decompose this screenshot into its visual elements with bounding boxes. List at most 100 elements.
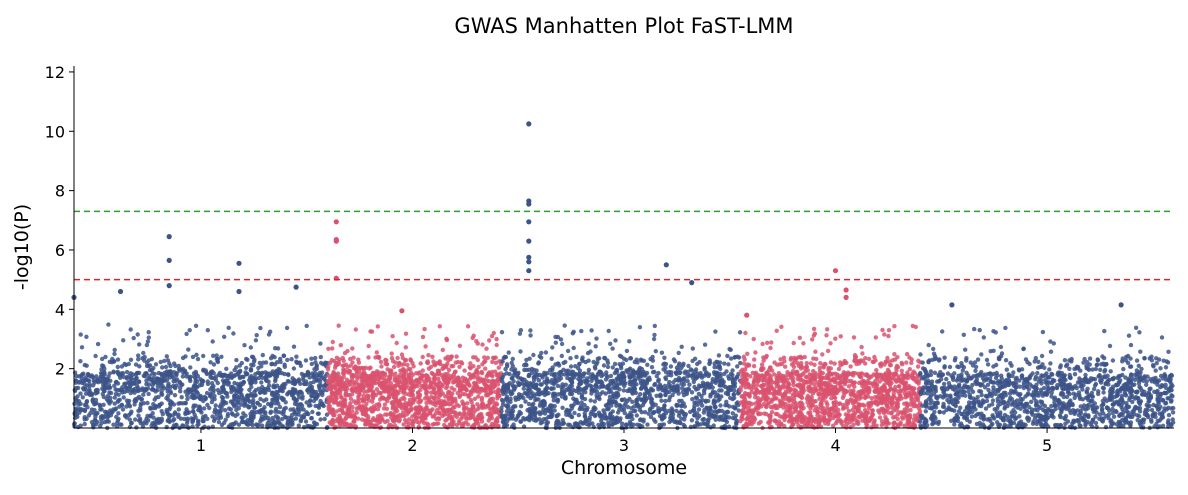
snp-point bbox=[690, 397, 695, 402]
snp-point bbox=[656, 384, 661, 390]
snp-point bbox=[92, 380, 97, 385]
snp-point bbox=[308, 398, 313, 403]
snp-point bbox=[436, 370, 441, 375]
snp-point bbox=[274, 368, 279, 374]
snp-point bbox=[106, 385, 112, 390]
snp-point bbox=[490, 359, 495, 365]
snp-point bbox=[576, 412, 581, 418]
snp-point bbox=[879, 419, 885, 424]
snp-point bbox=[276, 419, 281, 425]
snp-point bbox=[436, 376, 441, 381]
snp-point bbox=[389, 351, 394, 356]
snp-point bbox=[456, 380, 461, 385]
snp-point bbox=[656, 370, 661, 376]
snp-point bbox=[779, 324, 784, 329]
snp-point bbox=[588, 412, 593, 417]
snp-point bbox=[279, 416, 285, 422]
snp-point bbox=[905, 370, 910, 375]
snp-point bbox=[351, 366, 357, 371]
snp-point bbox=[335, 416, 340, 422]
snp-point bbox=[648, 414, 654, 420]
snp-point bbox=[664, 390, 670, 395]
snp-point bbox=[820, 352, 825, 357]
snp-point bbox=[410, 383, 415, 389]
snp-point bbox=[643, 386, 648, 391]
snp-point bbox=[234, 365, 239, 370]
snp-point bbox=[115, 357, 121, 362]
snp-point bbox=[556, 422, 562, 428]
snp-point bbox=[671, 380, 676, 385]
snp-point bbox=[588, 383, 593, 388]
snp-point bbox=[236, 422, 242, 427]
snp-point bbox=[531, 384, 537, 389]
snp-point bbox=[499, 376, 504, 382]
snp-point bbox=[101, 402, 106, 407]
snp-point bbox=[484, 346, 489, 351]
snp-point bbox=[532, 406, 538, 411]
snp-point bbox=[593, 344, 598, 349]
snp-point bbox=[769, 409, 775, 415]
snp-point bbox=[275, 346, 281, 351]
snp-point bbox=[492, 389, 498, 395]
snp-point bbox=[634, 370, 639, 376]
snp-point bbox=[136, 379, 142, 384]
snp-point bbox=[692, 356, 698, 361]
snp-point bbox=[415, 419, 420, 424]
snp-point bbox=[572, 401, 577, 407]
snp-point bbox=[358, 388, 363, 393]
snp-point bbox=[524, 367, 529, 373]
snp-point bbox=[892, 324, 897, 329]
snp-point bbox=[160, 365, 165, 370]
snp-point bbox=[255, 401, 260, 406]
snp-point bbox=[115, 364, 121, 370]
snp-point bbox=[735, 400, 740, 405]
snp-point bbox=[571, 329, 576, 334]
snp-point bbox=[332, 371, 337, 376]
snp-point bbox=[679, 398, 684, 403]
snp-point bbox=[707, 358, 712, 363]
snp-point bbox=[772, 360, 777, 365]
snp-point bbox=[528, 328, 533, 333]
snp-point bbox=[454, 354, 459, 359]
snp-point bbox=[272, 372, 277, 377]
snp-point bbox=[440, 402, 446, 407]
snp-point bbox=[115, 388, 120, 393]
snp-point bbox=[159, 371, 164, 377]
snp-point bbox=[579, 400, 584, 405]
snp-point bbox=[563, 359, 568, 365]
snp-point bbox=[134, 375, 139, 381]
snp-point bbox=[608, 412, 613, 417]
snp-point bbox=[710, 409, 715, 414]
snp-point bbox=[806, 403, 811, 408]
snp-point bbox=[398, 385, 404, 390]
snp-point bbox=[353, 327, 358, 332]
snp-point bbox=[98, 370, 104, 376]
snp-point bbox=[628, 356, 634, 361]
snp-point bbox=[722, 416, 728, 422]
snp-point bbox=[440, 413, 445, 419]
snp-point bbox=[165, 412, 170, 417]
snp-point bbox=[417, 370, 422, 375]
snp-point bbox=[662, 361, 667, 366]
snp-point bbox=[668, 364, 674, 369]
snp-point bbox=[509, 360, 514, 365]
snp-point bbox=[662, 403, 667, 409]
snp-point bbox=[549, 386, 554, 391]
snp-point bbox=[459, 361, 465, 366]
snp-point bbox=[116, 398, 121, 403]
snp-point bbox=[741, 354, 746, 359]
snp-point bbox=[360, 380, 365, 385]
snp-point bbox=[318, 354, 323, 360]
snp-point bbox=[183, 389, 188, 394]
snp-point bbox=[290, 417, 295, 423]
snp-point bbox=[251, 355, 256, 360]
snp-point bbox=[431, 359, 436, 364]
snp-point bbox=[78, 391, 83, 396]
snp-point bbox=[115, 420, 120, 426]
snp-point bbox=[411, 396, 416, 401]
snp-point bbox=[548, 408, 553, 413]
snp-point bbox=[274, 383, 280, 388]
snp-point bbox=[156, 394, 161, 400]
snp-point bbox=[345, 408, 350, 413]
snp-point bbox=[702, 391, 707, 396]
